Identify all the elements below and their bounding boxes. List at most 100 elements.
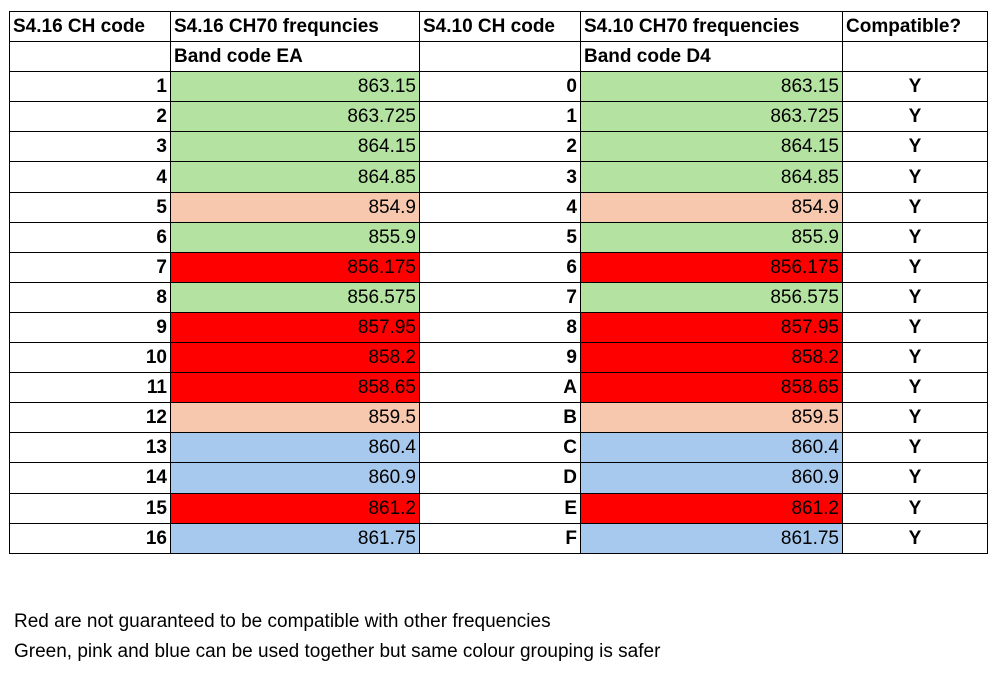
table-row: 4 864.85 3 864.85 Y (9, 161, 988, 193)
s416-frequency-cell: 863.15 (170, 71, 420, 103)
s416-frequency-cell: 857.95 (170, 311, 420, 344)
subheader-empty-1 (9, 41, 171, 73)
s416-frequency-cell: 856.575 (170, 281, 420, 313)
s410-frequency-cell: 863.725 (580, 101, 843, 133)
subheader-empty-5 (842, 41, 988, 73)
s416-ch-code-cell: 9 (9, 311, 171, 344)
compatible-cell: Y (842, 522, 988, 554)
table-row: 8 856.575 7 856.575 Y (9, 281, 988, 313)
s410-ch-code-cell: B (419, 402, 581, 434)
header-s410-frequencies: S4.10 CH70 frequencies (580, 10, 843, 43)
header-s416-ch-code: S4.16 CH code (9, 10, 171, 43)
compatible-cell: Y (842, 71, 988, 103)
compatible-cell: Y (842, 432, 988, 464)
compatible-cell: Y (842, 372, 988, 404)
s410-frequency-cell: 856.175 (580, 251, 843, 283)
s416-frequency-cell: 858.65 (170, 372, 420, 404)
notes: Red are not guaranteed to be compatible … (14, 607, 660, 667)
s410-frequency-cell: 860.4 (580, 432, 843, 464)
s410-ch-code-cell: 9 (419, 342, 581, 374)
s410-ch-code-cell: 2 (419, 131, 581, 163)
s410-frequency-cell: 857.95 (580, 311, 843, 344)
s410-ch-code-cell: 1 (419, 101, 581, 133)
s416-ch-code-cell: 13 (9, 432, 171, 464)
compatible-cell: Y (842, 221, 988, 253)
s416-ch-code-cell: 2 (9, 101, 171, 133)
s410-frequency-cell: 863.15 (580, 71, 843, 103)
s416-ch-code-cell: 14 (9, 462, 171, 494)
compatible-cell: Y (842, 161, 988, 193)
s416-ch-code-cell: 8 (9, 281, 171, 313)
table-row: 12 859.5 B 859.5 Y (9, 402, 988, 434)
s410-ch-code-cell: 4 (419, 191, 581, 223)
compatible-cell: Y (842, 342, 988, 374)
table-row: 10 858.2 9 858.2 Y (9, 342, 988, 374)
s410-ch-code-cell: 7 (419, 281, 581, 313)
s416-ch-code-cell: 7 (9, 251, 171, 283)
table-row: 11 858.65 A 858.65 Y (9, 372, 988, 404)
table-row: 13 860.4 C 860.4 Y (9, 432, 988, 464)
s410-frequency-cell: 861.2 (580, 492, 843, 524)
compatible-cell: Y (842, 311, 988, 344)
s416-frequency-cell: 856.175 (170, 251, 420, 283)
s416-frequency-cell: 860.9 (170, 462, 420, 494)
s410-frequency-cell: 858.2 (580, 342, 843, 374)
compatible-cell: Y (842, 402, 988, 434)
header-compatible: Compatible? (842, 10, 988, 43)
s410-frequency-cell: 854.9 (580, 191, 843, 223)
note-grouping: Green, pink and blue can be used togethe… (14, 641, 661, 662)
s416-frequency-cell: 863.725 (170, 101, 420, 133)
s410-ch-code-cell: E (419, 492, 581, 524)
table-row: 9 857.95 8 857.95 Y (9, 311, 988, 344)
s410-frequency-cell: 856.575 (580, 281, 843, 313)
s416-ch-code-cell: 5 (9, 191, 171, 223)
s416-ch-code-cell: 11 (9, 372, 171, 404)
table-row: 16 861.75 F 861.75 Y (9, 522, 988, 554)
s410-frequency-cell: 864.15 (580, 131, 843, 163)
s410-frequency-cell: 860.9 (580, 462, 843, 494)
s416-frequency-cell: 861.2 (170, 492, 420, 524)
s416-frequency-cell: 854.9 (170, 191, 420, 223)
s410-frequency-cell: 864.85 (580, 161, 843, 193)
s410-ch-code-cell: A (419, 372, 581, 404)
frequency-table: S4.16 CH code S4.16 CH70 frequncies S4.1… (9, 10, 988, 554)
s416-frequency-cell: 858.2 (170, 342, 420, 374)
table-row: 1 863.15 0 863.15 Y (9, 71, 988, 103)
s416-frequency-cell: 864.85 (170, 161, 420, 193)
s410-ch-code-cell: F (419, 522, 581, 554)
s410-frequency-cell: 861.75 (580, 522, 843, 554)
subheader-band-code-ea: Band code EA (170, 41, 420, 73)
compatible-cell: Y (842, 281, 988, 313)
s410-ch-code-cell: D (419, 462, 581, 494)
table-row: 7 856.175 6 856.175 Y (9, 251, 988, 283)
s416-ch-code-cell: 4 (9, 161, 171, 193)
s410-ch-code-cell: 0 (419, 71, 581, 103)
header-s416-frequencies: S4.16 CH70 frequncies (170, 10, 420, 43)
compatible-cell: Y (842, 462, 988, 494)
table-row: 14 860.9 D 860.9 Y (9, 462, 988, 494)
s410-frequency-cell: 858.65 (580, 372, 843, 404)
s416-frequency-cell: 861.75 (170, 522, 420, 554)
table-row: 6 855.9 5 855.9 Y (9, 221, 988, 253)
header-row: S4.16 CH code S4.16 CH70 frequncies S4.1… (9, 10, 988, 43)
compatible-cell: Y (842, 101, 988, 133)
note-red: Red are not guaranteed to be compatible … (14, 611, 551, 632)
compatible-cell: Y (842, 191, 988, 223)
subheader-band-code-d4: Band code D4 (580, 41, 843, 73)
s416-frequency-cell: 855.9 (170, 221, 420, 253)
s416-ch-code-cell: 3 (9, 131, 171, 163)
compatible-cell: Y (842, 251, 988, 283)
s410-ch-code-cell: 8 (419, 311, 581, 344)
s410-ch-code-cell: 3 (419, 161, 581, 193)
s410-frequency-cell: 859.5 (580, 402, 843, 434)
table-row: 15 861.2 E 861.2 Y (9, 492, 988, 524)
header-s410-ch-code: S4.10 CH code (419, 10, 581, 43)
table-body: S4.16 CH code S4.16 CH70 frequncies S4.1… (9, 10, 988, 554)
s416-frequency-cell: 859.5 (170, 402, 420, 434)
s410-ch-code-cell: 5 (419, 221, 581, 253)
s410-ch-code-cell: C (419, 432, 581, 464)
table-row: 3 864.15 2 864.15 Y (9, 131, 988, 163)
subheader-empty-3 (419, 41, 581, 73)
compatible-cell: Y (842, 492, 988, 524)
subheader-row: Band code EA Band code D4 (9, 41, 988, 73)
